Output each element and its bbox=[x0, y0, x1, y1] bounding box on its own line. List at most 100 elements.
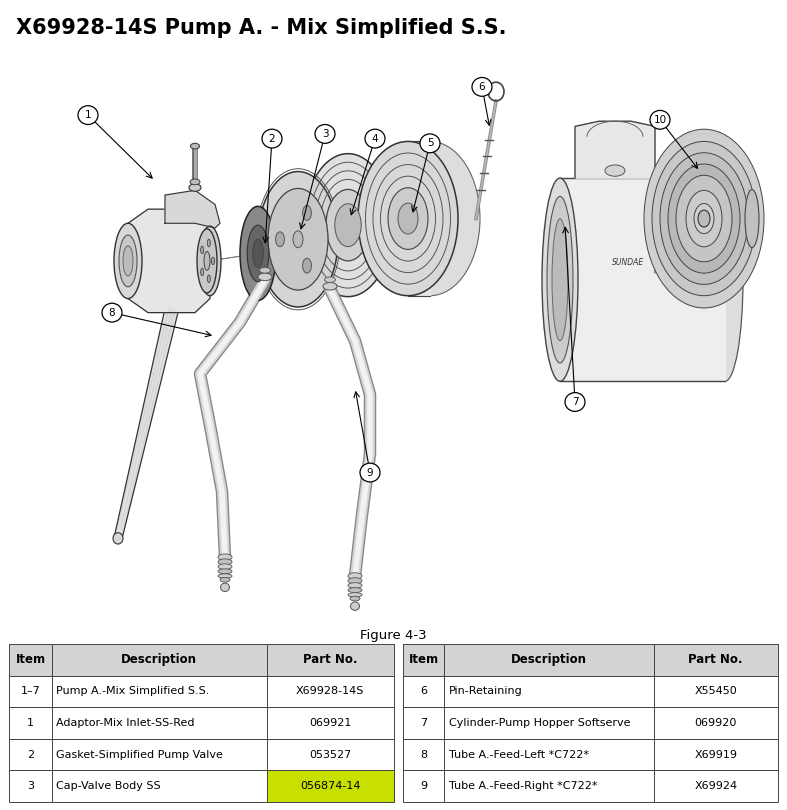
Ellipse shape bbox=[542, 178, 578, 382]
Ellipse shape bbox=[218, 554, 232, 561]
Polygon shape bbox=[128, 209, 210, 313]
Ellipse shape bbox=[207, 239, 210, 247]
Ellipse shape bbox=[745, 190, 759, 248]
Ellipse shape bbox=[304, 154, 392, 296]
Text: Item: Item bbox=[408, 653, 438, 667]
Ellipse shape bbox=[668, 164, 740, 273]
Text: 7: 7 bbox=[420, 718, 427, 728]
Text: Cap-Valve Body SS: Cap-Valve Body SS bbox=[57, 781, 161, 791]
Ellipse shape bbox=[275, 232, 284, 247]
Text: X69924: X69924 bbox=[694, 781, 737, 791]
Text: Pump A.-Mix Simplified S.S.: Pump A.-Mix Simplified S.S. bbox=[57, 686, 210, 697]
Text: 069920: 069920 bbox=[695, 718, 737, 728]
Ellipse shape bbox=[694, 203, 714, 233]
Text: 9: 9 bbox=[420, 781, 427, 791]
Ellipse shape bbox=[644, 130, 764, 308]
Circle shape bbox=[650, 110, 670, 130]
Text: X69919: X69919 bbox=[694, 749, 737, 760]
Ellipse shape bbox=[324, 277, 335, 283]
Ellipse shape bbox=[707, 178, 743, 382]
Ellipse shape bbox=[113, 533, 123, 544]
Ellipse shape bbox=[348, 593, 362, 597]
Ellipse shape bbox=[218, 569, 232, 573]
Ellipse shape bbox=[218, 564, 232, 569]
Text: 069921: 069921 bbox=[309, 718, 351, 728]
Ellipse shape bbox=[197, 229, 217, 293]
Ellipse shape bbox=[398, 203, 418, 234]
Ellipse shape bbox=[212, 257, 215, 265]
Text: Part No.: Part No. bbox=[689, 653, 743, 667]
Ellipse shape bbox=[258, 273, 272, 280]
Circle shape bbox=[365, 130, 385, 148]
Ellipse shape bbox=[323, 283, 337, 290]
Ellipse shape bbox=[348, 578, 362, 584]
Text: 8: 8 bbox=[420, 749, 427, 760]
Text: 1: 1 bbox=[85, 110, 91, 120]
Ellipse shape bbox=[605, 165, 625, 177]
Ellipse shape bbox=[388, 188, 428, 249]
Text: 7: 7 bbox=[571, 397, 578, 407]
Ellipse shape bbox=[260, 267, 271, 273]
Ellipse shape bbox=[334, 203, 361, 246]
Ellipse shape bbox=[204, 251, 210, 271]
Text: 4: 4 bbox=[371, 134, 379, 143]
Ellipse shape bbox=[201, 268, 204, 275]
Ellipse shape bbox=[358, 142, 458, 296]
Text: SUNDAE: SUNDAE bbox=[611, 258, 644, 267]
Text: 9: 9 bbox=[367, 467, 373, 478]
Circle shape bbox=[472, 78, 492, 96]
Ellipse shape bbox=[218, 559, 232, 565]
Ellipse shape bbox=[302, 206, 312, 220]
Circle shape bbox=[78, 105, 98, 125]
Circle shape bbox=[262, 130, 282, 148]
Text: 3: 3 bbox=[27, 781, 34, 791]
Ellipse shape bbox=[698, 210, 710, 227]
Text: Part No.: Part No. bbox=[303, 653, 357, 667]
Ellipse shape bbox=[190, 179, 200, 185]
Text: 8: 8 bbox=[109, 308, 116, 318]
Ellipse shape bbox=[220, 583, 230, 591]
Text: 2: 2 bbox=[27, 749, 34, 760]
Ellipse shape bbox=[247, 225, 269, 282]
Ellipse shape bbox=[201, 246, 204, 254]
Ellipse shape bbox=[302, 258, 312, 273]
Text: Figure 4-3: Figure 4-3 bbox=[360, 629, 427, 642]
Circle shape bbox=[360, 463, 380, 482]
Ellipse shape bbox=[123, 246, 133, 276]
Ellipse shape bbox=[268, 189, 328, 290]
Ellipse shape bbox=[350, 602, 360, 611]
Ellipse shape bbox=[190, 143, 199, 149]
Ellipse shape bbox=[114, 224, 142, 299]
Circle shape bbox=[420, 134, 440, 153]
Ellipse shape bbox=[660, 153, 748, 284]
Text: 053527: 053527 bbox=[309, 749, 351, 760]
Ellipse shape bbox=[189, 184, 201, 191]
Ellipse shape bbox=[240, 207, 276, 301]
Ellipse shape bbox=[348, 573, 362, 579]
Ellipse shape bbox=[652, 142, 756, 296]
Text: 10: 10 bbox=[653, 115, 667, 125]
Ellipse shape bbox=[547, 196, 573, 363]
Ellipse shape bbox=[348, 588, 362, 593]
Text: 1: 1 bbox=[27, 718, 34, 728]
Text: X69928-14S Pump A. - Mix Simplified S.S.: X69928-14S Pump A. - Mix Simplified S.S. bbox=[16, 19, 506, 38]
Ellipse shape bbox=[686, 190, 722, 247]
Text: Cylinder-Pump Hopper Softserve: Cylinder-Pump Hopper Softserve bbox=[449, 718, 630, 728]
Circle shape bbox=[565, 393, 585, 411]
Text: Tube A.-Feed-Left *C722*: Tube A.-Feed-Left *C722* bbox=[449, 749, 589, 760]
Ellipse shape bbox=[253, 239, 264, 267]
Ellipse shape bbox=[676, 175, 732, 262]
Ellipse shape bbox=[552, 219, 568, 341]
Text: Adaptor-Mix Inlet-SS-Red: Adaptor-Mix Inlet-SS-Red bbox=[57, 718, 195, 728]
Ellipse shape bbox=[199, 226, 221, 296]
Text: 056874-14: 056874-14 bbox=[300, 781, 360, 791]
Text: ❄: ❄ bbox=[652, 269, 658, 275]
Ellipse shape bbox=[326, 190, 370, 261]
Text: Description: Description bbox=[121, 653, 198, 667]
Circle shape bbox=[102, 303, 122, 322]
Text: Gasket-Simplified Pump Valve: Gasket-Simplified Pump Valve bbox=[57, 749, 224, 760]
Text: Pin-Retaining: Pin-Retaining bbox=[449, 686, 523, 697]
Circle shape bbox=[315, 125, 335, 143]
Text: Description: Description bbox=[511, 653, 587, 667]
Ellipse shape bbox=[348, 582, 362, 588]
